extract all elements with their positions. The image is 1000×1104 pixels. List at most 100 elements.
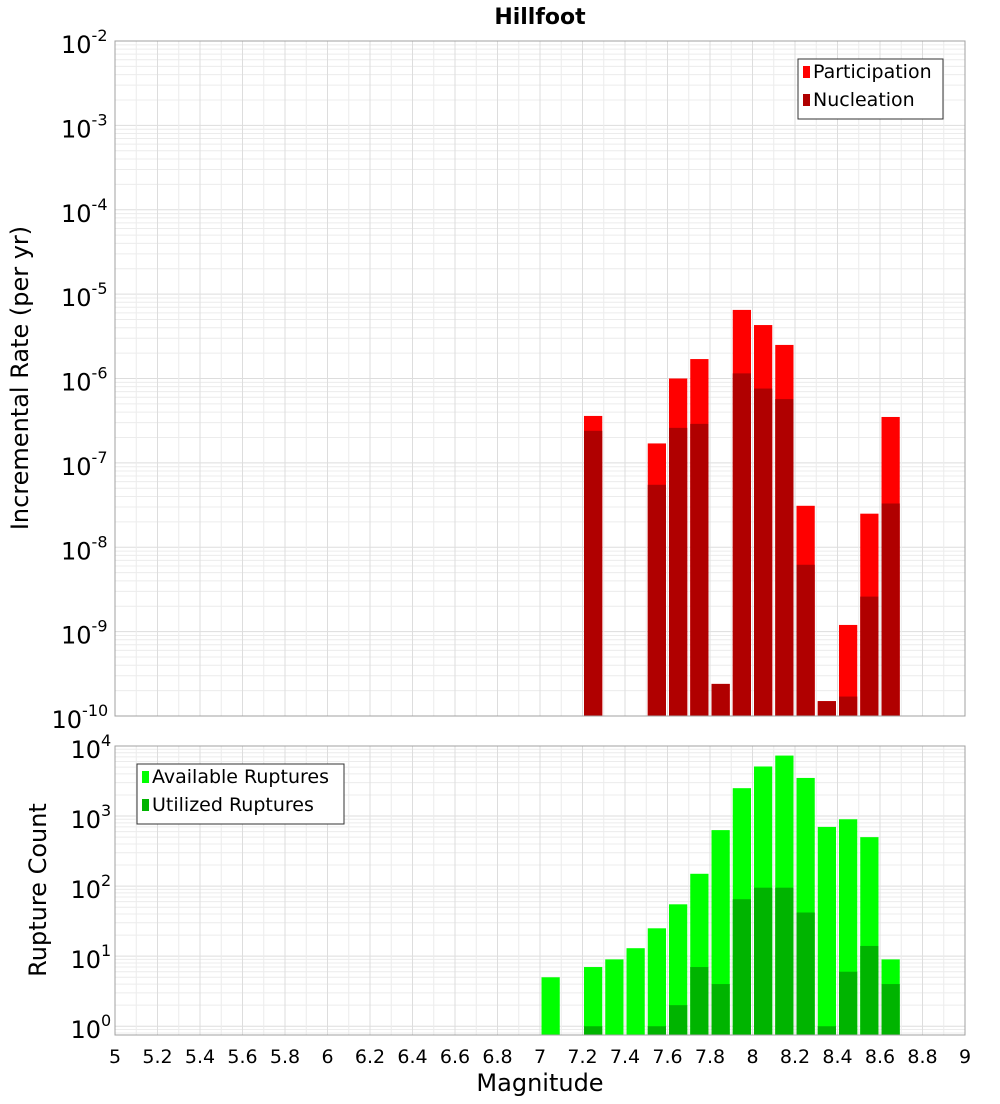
bar (754, 887, 773, 1035)
y-tick-label: 10-5 (61, 279, 108, 312)
bar (690, 423, 709, 716)
x-tick-label: 6 (321, 1046, 333, 1068)
x-tick-label: 6.4 (397, 1046, 427, 1068)
legend: Participation Nucleation (797, 58, 944, 120)
x-tick-label: 6.6 (440, 1046, 470, 1068)
x-tick-label: 5 (109, 1046, 121, 1068)
bar (711, 984, 730, 1035)
bar (775, 399, 794, 716)
bar (626, 948, 645, 1035)
bar (817, 826, 836, 1035)
y-tick-label: 103 (71, 801, 112, 834)
bar (881, 503, 900, 716)
bar (839, 696, 858, 716)
legend-item: Nucleation (803, 89, 915, 111)
legend-box (797, 58, 944, 120)
legend-swatch (803, 66, 810, 78)
legend-item: Available Ruptures (142, 766, 329, 788)
bar (711, 830, 730, 1035)
bar (754, 388, 773, 716)
bar (732, 899, 751, 1035)
y-tick-label: 10-7 (61, 448, 108, 481)
legend-item: Utilized Ruptures (142, 794, 314, 816)
y-tick-label: 10-2 (61, 26, 108, 59)
y-tick-label: 104 (71, 731, 112, 764)
y-axis-label: Rupture Count (24, 803, 52, 977)
bar (647, 1026, 666, 1035)
bar (711, 683, 730, 716)
x-axis-label: Magnitude (476, 1069, 603, 1097)
legend-box (136, 763, 345, 825)
bar (796, 564, 815, 716)
x-tick-label: 5.8 (270, 1046, 300, 1068)
x-tick-label: 8.6 (865, 1046, 895, 1068)
bar (584, 967, 603, 1035)
y-tick-labels: 100 101 102 103 104 (71, 731, 112, 1044)
bar (669, 904, 688, 1035)
plot-frame (114, 40, 966, 717)
x-tick-label: 6.8 (482, 1046, 512, 1068)
y-tick-label: 102 (71, 871, 112, 904)
y-tick-label: 10-3 (61, 110, 108, 143)
rupture-count-panel: 100 101 102 103 104 Rupture Count 5 5.2 5.4 5.6 5.… (24, 731, 971, 1097)
x-tick-label: 5.6 (227, 1046, 257, 1068)
bar (817, 701, 836, 716)
legend-label: Participation (813, 61, 932, 83)
chart-title: Hillfoot (494, 5, 586, 30)
bar (817, 1026, 836, 1035)
bar (647, 484, 666, 716)
bar (881, 984, 900, 1035)
bar (647, 928, 666, 1035)
legend: Available Ruptures Utilized Ruptures (136, 763, 345, 825)
x-tick-label: 8.8 (907, 1046, 937, 1068)
legend-item: Participation (803, 61, 932, 83)
bar (541, 977, 560, 1035)
legend-label: Utilized Ruptures (152, 794, 314, 816)
bar (860, 596, 879, 716)
bar (584, 430, 603, 716)
x-tick-label: 5.2 (142, 1046, 172, 1068)
bar (775, 887, 794, 1035)
bar (669, 1005, 688, 1035)
bar (839, 971, 858, 1035)
x-tick-label: 5.4 (185, 1046, 215, 1068)
y-tick-label: 10-10 (52, 701, 109, 734)
x-tick-label: 7.4 (610, 1046, 640, 1068)
y-tick-labels: 10-10 10-9 10-8 10-7 10-6 10-5 10-4 10-3 10-2 (52, 26, 109, 734)
grid (114, 41, 966, 717)
y-tick-label: 10-6 (61, 364, 108, 397)
plot-frame (114, 745, 966, 1036)
y-tick-label: 101 (71, 941, 112, 974)
x-tick-label: 7.6 (652, 1046, 682, 1068)
bar (584, 1026, 603, 1035)
x-tick-label: 6.2 (355, 1046, 385, 1068)
x-tick-label: 8 (746, 1046, 758, 1068)
bar (796, 912, 815, 1035)
bar (732, 373, 751, 716)
y-tick-label: 100 (71, 1011, 112, 1044)
bar (669, 427, 688, 716)
y-tick-label: 10-8 (61, 532, 108, 565)
x-tick-labels: 5 5.2 5.4 5.6 5.8 6 6.2 6.4 6.6 6.8 7 7.2 7.4 7.6 7.8 8… (109, 1046, 971, 1068)
legend-swatch (142, 799, 149, 811)
x-tick-label: 7 (534, 1046, 546, 1068)
legend-swatch (803, 94, 810, 106)
rate-panel: 10-10 10-9 10-8 10-7 10-6 10-5 10-4 10-3 10-2 Inc… (6, 5, 966, 734)
bar (839, 624, 858, 716)
y-axis-label: Incremental Rate (per yr) (6, 226, 34, 530)
y-tick-label: 10-4 (61, 195, 108, 228)
series-nucleation (584, 373, 900, 716)
x-tick-label: 8.2 (780, 1046, 810, 1068)
legend-label: Nucleation (813, 89, 915, 111)
y-tick-label: 10-9 (61, 617, 108, 650)
bar (605, 959, 624, 1035)
x-tick-label: 7.2 (567, 1046, 597, 1068)
series-utilized-ruptures (584, 887, 900, 1035)
bar (690, 967, 709, 1035)
legend-swatch (142, 771, 149, 783)
bar (860, 945, 879, 1035)
x-tick-label: 9 (959, 1046, 971, 1068)
legend-label: Available Ruptures (152, 766, 329, 788)
